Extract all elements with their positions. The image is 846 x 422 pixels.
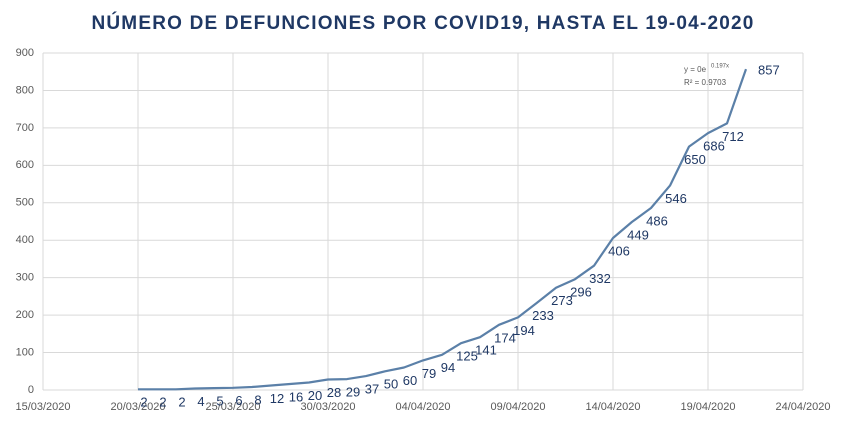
data-label: 546	[665, 191, 687, 206]
x-tick-label: 25/03/2020	[205, 401, 260, 413]
data-label: 273	[551, 293, 573, 308]
data-label: 12	[270, 391, 284, 406]
trend-r2: R² = 0.9703	[684, 78, 727, 87]
x-tick-label: 15/03/2020	[15, 401, 70, 413]
data-label: 2	[140, 395, 147, 410]
data-label: 4	[197, 394, 204, 409]
y-tick-label: 500	[16, 197, 34, 209]
data-label: 94	[441, 360, 455, 375]
data-label: 79	[422, 366, 436, 381]
data-label: 686	[703, 139, 725, 154]
trend-exponent: 0.197x	[711, 64, 729, 70]
y-tick-label: 0	[28, 384, 34, 396]
data-label: 16	[289, 389, 303, 404]
x-tick-label: 09/04/2020	[490, 401, 545, 413]
x-tick-label: 20/03/2020	[110, 401, 165, 413]
data-label: 5	[216, 394, 223, 409]
data-label: 332	[589, 271, 611, 286]
x-tick-label: 30/03/2020	[300, 401, 355, 413]
data-label: 141	[475, 343, 497, 358]
data-label: 486	[646, 213, 668, 228]
y-tick-label: 400	[16, 234, 34, 246]
y-tick-label: 700	[16, 122, 34, 134]
data-label: 8	[254, 392, 261, 407]
y-tick-label: 600	[16, 159, 34, 171]
y-tick-label: 300	[16, 272, 34, 284]
data-label: 296	[570, 285, 592, 300]
data-label: 712	[722, 129, 744, 144]
data-label: 2	[159, 395, 166, 410]
data-label: 50	[384, 377, 398, 392]
data-label: 650	[684, 152, 706, 167]
y-tick-label: 200	[16, 309, 34, 321]
data-label: 20	[308, 388, 322, 403]
data-label: 6	[235, 393, 242, 408]
data-label: 406	[608, 243, 630, 258]
data-label: 37	[365, 382, 379, 397]
data-label: 174	[494, 330, 516, 345]
y-tick-label: 900	[16, 47, 34, 59]
trend-equation: y = 0e	[684, 65, 707, 74]
data-label: 233	[532, 308, 554, 323]
x-tick-label: 04/04/2020	[395, 401, 450, 413]
y-tick-label: 100	[16, 346, 34, 358]
data-label: 29	[346, 385, 360, 400]
data-label: 125	[456, 349, 478, 364]
data-line	[138, 68, 748, 391]
x-tick-label: 19/04/2020	[680, 401, 735, 413]
data-label: 2	[178, 395, 185, 410]
x-tick-label: 24/04/2020	[775, 401, 830, 413]
chart-title: NÚMERO DE DEFUNCIONES POR COVID19, HASTA…	[91, 12, 754, 34]
data-label: 857	[758, 63, 780, 78]
x-tick-label: 14/04/2020	[585, 401, 640, 413]
y-tick-label: 800	[16, 84, 34, 96]
data-label: 60	[403, 373, 417, 388]
data-label: 449	[627, 227, 649, 242]
data-label: 194	[513, 323, 535, 338]
data-label: 28	[327, 385, 341, 400]
